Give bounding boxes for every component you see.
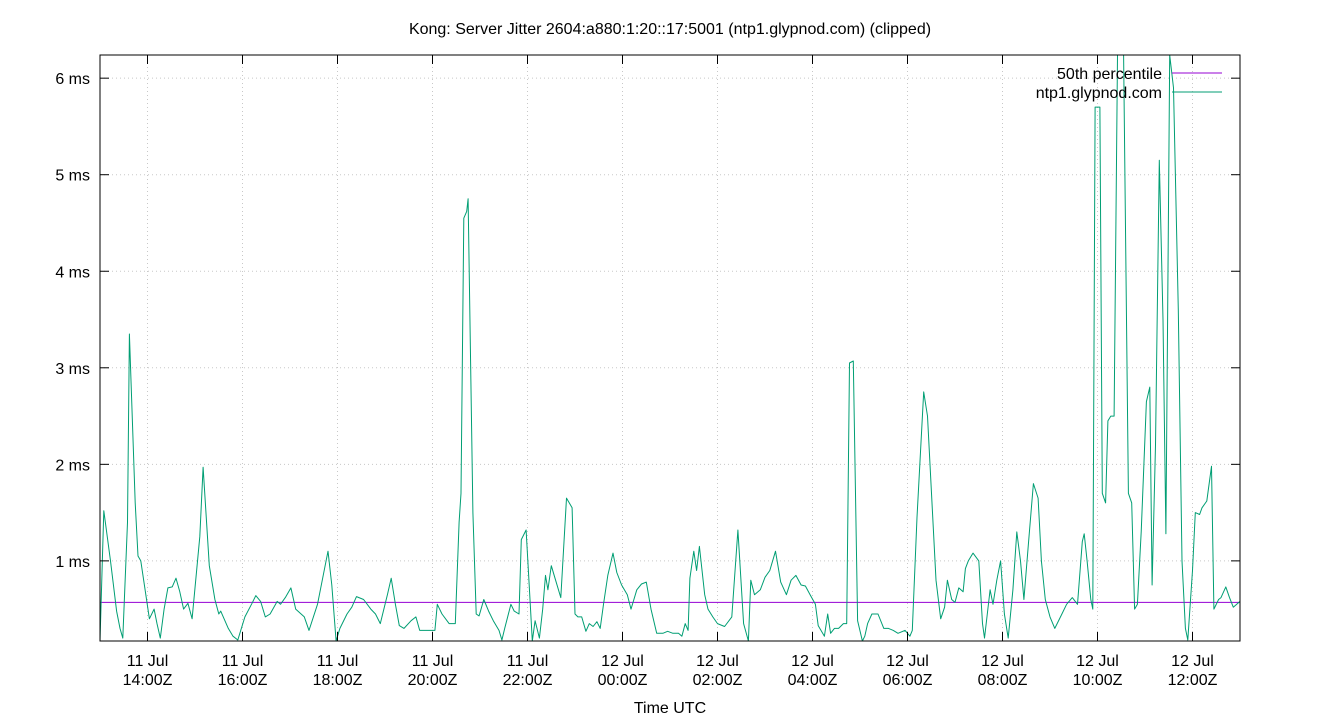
y-axis: 1 ms 2 ms 3 ms 4 ms 5 ms 6 ms [55, 71, 1240, 571]
legend-label-series: ntp1.glypnod.com [1036, 85, 1162, 102]
x-tick-label-date: 12 Jul [981, 653, 1024, 670]
y-tick-label: 4 ms [55, 264, 90, 281]
x-tick-label-date: 11 Jul [507, 653, 549, 670]
x-tick-label-date: 11 Jul [412, 653, 454, 670]
x-tick-label-time: 04:00Z [788, 672, 838, 689]
x-tick-label-time: 14:00Z [123, 672, 173, 689]
x-tick-label-time: 16:00Z [218, 672, 268, 689]
x-tick-label-date: 12 Jul [1076, 653, 1119, 670]
legend-label-median: 50th percentile [1057, 66, 1162, 83]
jitter-series [99, 54, 1241, 642]
x-tick-label-date: 11 Jul [127, 653, 169, 670]
x-tick-label-time: 08:00Z [978, 672, 1028, 689]
y-tick-label: 3 ms [55, 361, 90, 378]
x-tick-label-time: 10:00Z [1073, 672, 1123, 689]
gridlines [100, 55, 1240, 641]
plot-frame [99, 54, 1241, 642]
x-tick-label-time: 18:00Z [313, 672, 363, 689]
x-tick-label-time: 20:00Z [408, 672, 458, 689]
x-tick-label-time: 00:00Z [598, 672, 648, 689]
y-tick-label: 6 ms [55, 71, 90, 88]
x-axis-label: Time UTC [634, 700, 706, 717]
x-tick-label-date: 12 Jul [791, 653, 834, 670]
x-tick-label-time: 22:00Z [503, 672, 553, 689]
y-tick-label: 1 ms [55, 554, 90, 571]
x-tick-label-date: 11 Jul [317, 653, 359, 670]
x-tick-label-time: 02:00Z [693, 672, 743, 689]
x-axis: 11 Jul 14:00Z 11 Jul 16:00Z 11 Jul 18:00Z 11 J… [123, 55, 1218, 689]
y-tick-label: 2 ms [55, 457, 90, 474]
chart-title: Kong: Server Jitter 2604:a880:1:20::17:5… [409, 21, 931, 38]
y-tick-label: 5 ms [55, 168, 90, 185]
x-tick-label-date: 12 Jul [886, 653, 929, 670]
x-tick-label-date: 12 Jul [1171, 653, 1214, 670]
legend: 50th percentile ntp1.glypnod.com [1036, 66, 1222, 102]
jitter-line [99, 54, 1241, 642]
x-tick-label-date: 11 Jul [222, 653, 264, 670]
x-tick-label-date: 12 Jul [601, 653, 644, 670]
x-tick-label-time: 06:00Z [883, 672, 933, 689]
x-tick-label-date: 12 Jul [696, 653, 739, 670]
x-tick-label-time: 12:00Z [1168, 672, 1218, 689]
